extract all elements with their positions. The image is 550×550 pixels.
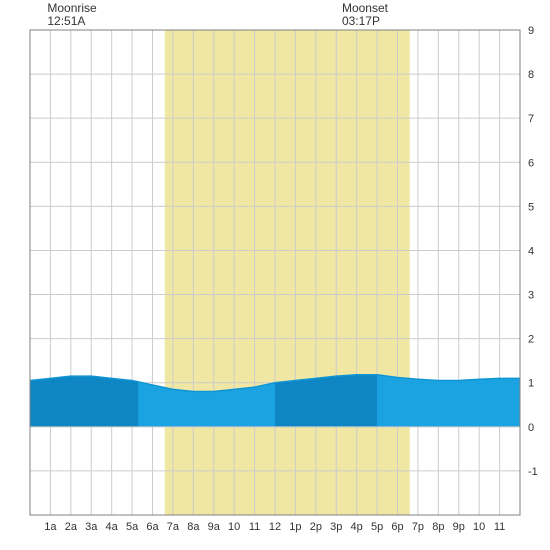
x-tick-label: 10 [473,521,485,533]
x-tick-label: 9p [453,521,465,533]
x-tick-label: 5p [371,521,383,533]
y-tick-label: -1 [528,466,538,478]
x-tick-label: 8p [432,521,444,533]
x-tick-label: 10 [228,521,240,533]
y-tick-label: 5 [528,201,534,213]
moonset-time: 03:17P [342,14,380,28]
x-tick-label: 11 [249,521,260,533]
night-shade-1 [275,375,377,427]
y-tick-label: 1 [528,378,534,390]
daylight-band [165,30,410,515]
x-tick-label: 3p [330,521,342,533]
tide-chart: 1a2a3a4a5a6a7a8a9a1011121p2p3p4p5p6p7p8p… [0,0,550,550]
x-tick-label: 2a [65,521,78,533]
y-tick-label: 9 [528,25,534,37]
y-tick-label: 3 [528,290,534,302]
x-tick-label: 1a [44,521,57,533]
x-tick-label: 4p [351,521,363,533]
moonrise-title: Moonrise [47,1,97,15]
night-shade-0 [30,376,138,427]
x-tick-label: 3a [85,521,98,533]
x-tick-label: 4a [106,521,119,533]
x-tick-label: 5a [126,521,139,533]
moonset-title: Moonset [342,1,389,15]
x-tick-label: 11 [494,521,505,533]
y-tick-label: 0 [528,422,534,434]
x-tick-label: 6p [391,521,403,533]
y-tick-label: 4 [528,245,534,257]
y-tick-label: 8 [528,69,534,81]
y-tick-label: 7 [528,113,534,125]
x-tick-label: 7a [167,521,180,533]
moonrise-time: 12:51A [47,14,85,28]
x-tick-label: 12 [269,521,281,533]
y-tick-label: 6 [528,157,534,169]
y-tick-label: 2 [528,334,534,346]
x-tick-label: 6a [146,521,159,533]
x-tick-label: 8a [187,521,200,533]
x-tick-label: 7p [412,521,424,533]
chart-svg: 1a2a3a4a5a6a7a8a9a1011121p2p3p4p5p6p7p8p… [0,0,550,550]
x-tick-label: 1p [289,521,301,533]
x-tick-label: 2p [310,521,322,533]
x-tick-label: 9a [208,521,221,533]
